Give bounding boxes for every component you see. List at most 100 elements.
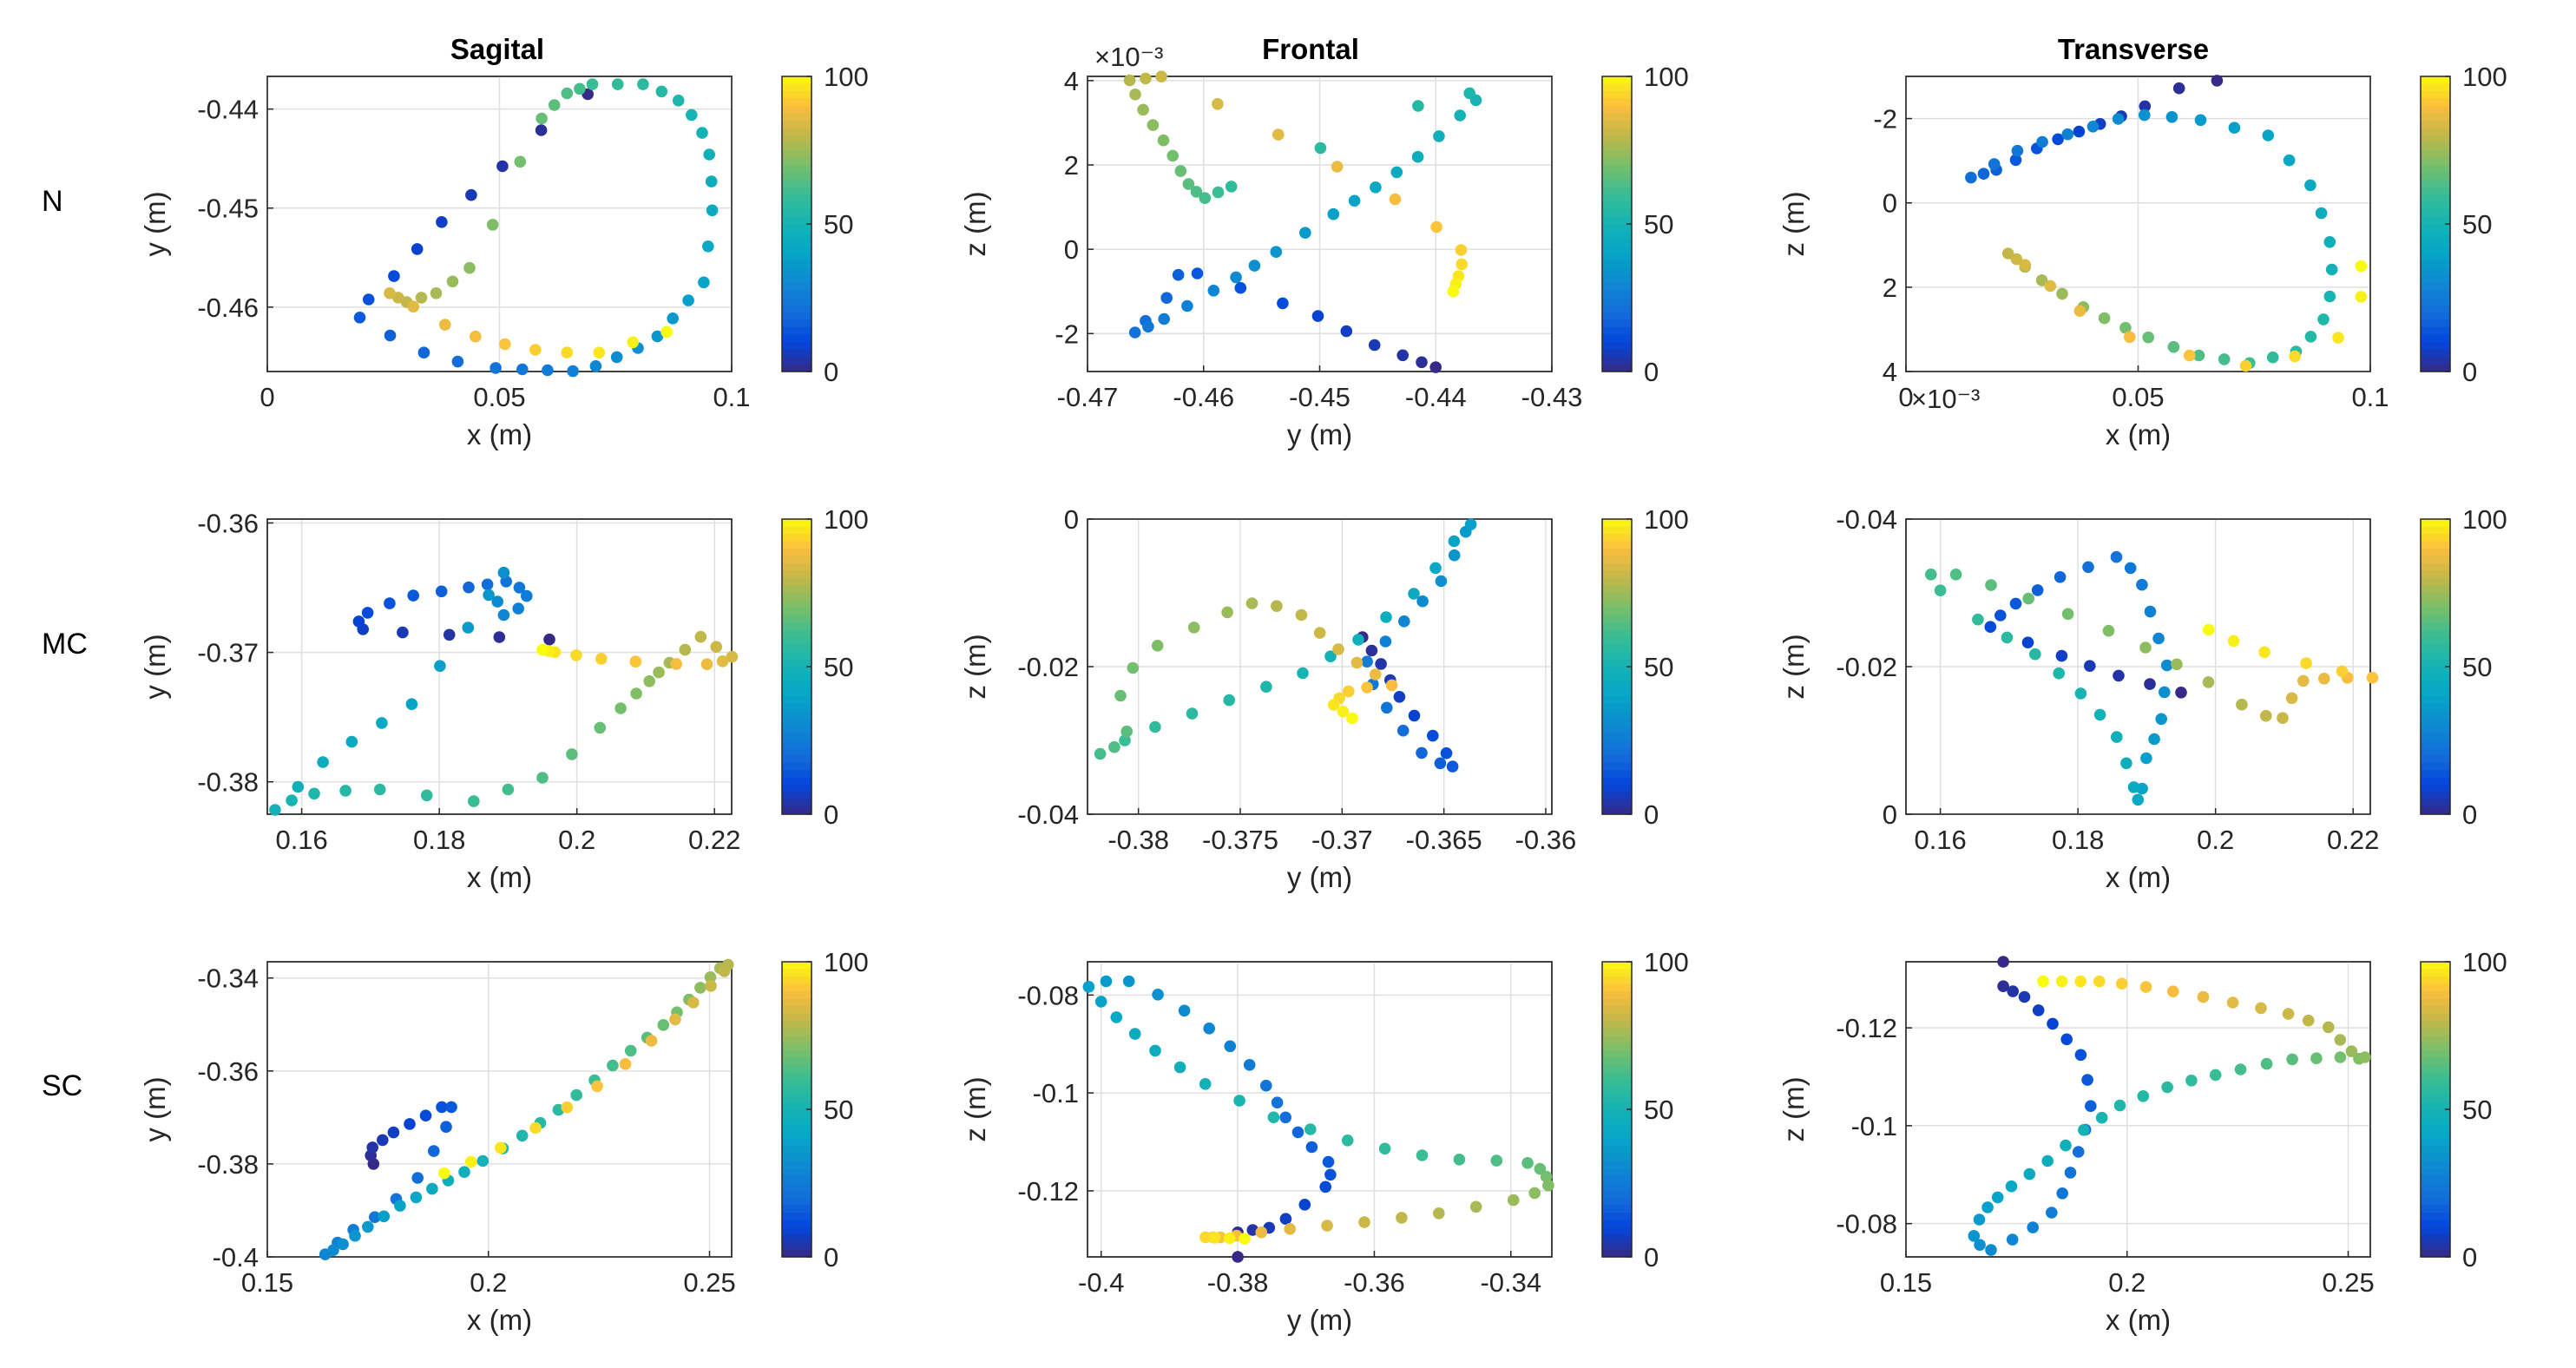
data-point xyxy=(1348,194,1361,207)
data-point xyxy=(2093,975,2106,988)
colorbar-tick-label: 50 xyxy=(824,209,853,240)
colorbar-segment xyxy=(1602,1249,1632,1258)
data-point xyxy=(2183,349,2196,362)
data-point xyxy=(657,1019,670,1031)
colorbar-segment xyxy=(2421,519,2450,528)
colorbar-segment xyxy=(2421,1116,2450,1125)
data-point xyxy=(593,346,606,359)
data-point xyxy=(2310,1052,2323,1064)
colorbar-segment xyxy=(1602,718,1632,727)
colorbar-segment xyxy=(1602,1139,1632,1148)
column-title-transverse: Transverse xyxy=(2058,33,2209,65)
data-point xyxy=(384,287,396,299)
data-point xyxy=(2061,128,2074,141)
colorbar-segment xyxy=(782,785,812,793)
data-point xyxy=(2239,359,2252,372)
data-point xyxy=(1203,1023,1215,1035)
colorbar-segment xyxy=(782,718,812,727)
data-point xyxy=(373,783,386,796)
colorbar-segment xyxy=(782,142,812,151)
y-tick-label: -0.46 xyxy=(197,293,259,323)
data-point xyxy=(481,578,494,591)
colorbar-segment xyxy=(2421,1234,2450,1243)
data-point xyxy=(1186,707,1199,720)
data-point xyxy=(2007,985,2019,997)
data-point xyxy=(1233,1095,1245,1107)
data-point xyxy=(567,365,579,378)
plot-area xyxy=(266,518,733,815)
data-point xyxy=(1223,694,1235,707)
data-point xyxy=(1375,658,1387,670)
colorbar-segment xyxy=(2421,785,2450,793)
colorbar-segment xyxy=(782,652,812,661)
data-point xyxy=(2302,1014,2315,1027)
colorbar-segment xyxy=(2421,224,2450,233)
colorbar-segment xyxy=(782,703,812,712)
colorbar-segment xyxy=(782,1198,812,1207)
data-point xyxy=(1396,1212,1408,1224)
data-point xyxy=(1540,1170,1553,1183)
colorbar-segment xyxy=(782,1220,812,1228)
colorbar-segment xyxy=(1602,327,1632,336)
data-point xyxy=(512,602,524,615)
data-point xyxy=(1416,1149,1429,1161)
colorbar-segment xyxy=(2421,977,2450,985)
colorbar-segment xyxy=(2421,1205,2450,1213)
data-point xyxy=(1114,689,1127,702)
y-tick-label: -2 xyxy=(1873,104,1897,135)
data-point xyxy=(521,589,533,602)
colorbar-segment xyxy=(2421,1124,2450,1133)
y-tick-label: 0 xyxy=(1064,234,1079,265)
data-point xyxy=(2052,133,2064,146)
data-point xyxy=(1127,661,1140,674)
data-point xyxy=(645,1035,658,1047)
data-point xyxy=(2095,1111,2108,1124)
x-tick-label: 0.1 xyxy=(2351,382,2389,412)
data-point xyxy=(2260,709,2272,722)
data-point xyxy=(607,1059,619,1072)
data-point xyxy=(516,1129,529,1142)
row-label-sc: SC xyxy=(42,1069,82,1102)
colorbar-segment xyxy=(1602,83,1632,92)
colorbar-segment xyxy=(782,969,812,977)
data-point xyxy=(1408,588,1420,600)
colorbar-segment xyxy=(782,1050,812,1059)
data-point xyxy=(1108,740,1120,753)
data-point xyxy=(345,735,358,748)
data-point xyxy=(428,1145,440,1157)
data-point xyxy=(2167,340,2180,353)
data-point xyxy=(286,794,298,806)
colorbar-segment xyxy=(2421,578,2450,587)
data-point xyxy=(627,336,639,349)
colorbar-segment xyxy=(782,711,812,720)
colorbar-segment xyxy=(782,1234,812,1243)
data-point xyxy=(1255,1226,1268,1239)
colorbar-segment xyxy=(782,563,812,572)
colorbar-segment xyxy=(1602,239,1632,247)
colorbar-segment xyxy=(782,777,812,786)
colorbar-segment xyxy=(1602,1131,1632,1140)
data-point xyxy=(1295,608,1308,622)
colorbar-segment xyxy=(1602,629,1632,638)
data-point xyxy=(1279,1111,1291,1124)
data-point xyxy=(2060,1033,2073,1046)
data-point xyxy=(2074,975,2086,988)
colorbar-segment xyxy=(2421,1183,2450,1192)
data-point xyxy=(2022,592,2034,605)
data-point xyxy=(2029,648,2041,661)
plot-area xyxy=(266,961,733,1258)
colorbar-segment xyxy=(2421,983,2450,992)
data-point xyxy=(1140,72,1152,85)
data-point xyxy=(1187,622,1200,634)
data-point xyxy=(2011,144,2024,157)
colorbar-segment xyxy=(782,1042,812,1051)
colorbar-segment xyxy=(782,1146,812,1154)
data-point xyxy=(1284,1223,1296,1235)
data-point xyxy=(2285,692,2298,705)
data-point xyxy=(462,622,475,634)
colorbar-segment xyxy=(782,740,812,749)
data-point xyxy=(1128,326,1141,339)
colorbar-segment xyxy=(782,1168,812,1177)
data-point xyxy=(1129,89,1141,101)
data-point xyxy=(1279,1213,1292,1225)
